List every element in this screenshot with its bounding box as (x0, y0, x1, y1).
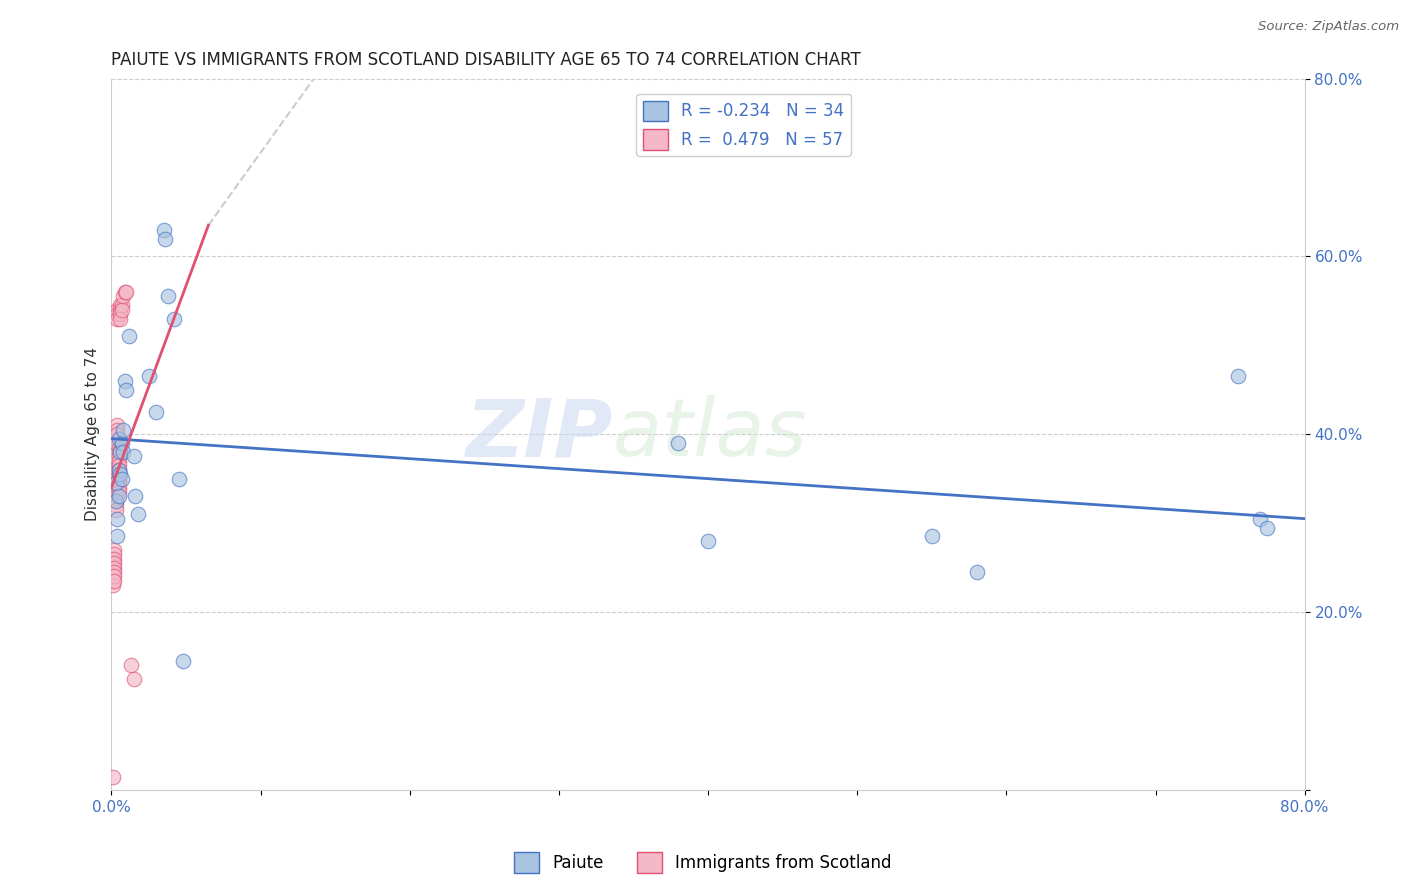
Point (111, 472, 134, 486)
Text: Source: ZipAtlas.com: Source: ZipAtlas.com (1258, 20, 1399, 33)
Point (101, 574, 124, 588)
Point (115, 285, 138, 299)
Point (110, 298, 132, 312)
Point (111, 298, 134, 312)
Point (921, 529, 943, 543)
Point (108, 432, 131, 446)
Point (101, 565, 124, 579)
Point (108, 463, 131, 477)
Point (101, 551, 124, 566)
Y-axis label: Disability Age 65 to 74: Disability Age 65 to 74 (86, 347, 100, 521)
Point (103, 574, 125, 588)
Point (152, 223, 174, 237)
Point (118, 329, 141, 343)
Point (103, 463, 125, 477)
Point (104, 481, 127, 495)
Point (108, 441, 131, 455)
Point (115, 383, 138, 397)
Point (103, 565, 125, 579)
Point (157, 289, 180, 303)
Point (697, 533, 720, 548)
Point (103, 467, 125, 482)
Point (108, 467, 131, 482)
Point (114, 285, 136, 299)
Point (1226, 369, 1249, 384)
Point (104, 485, 127, 500)
Point (101, 770, 124, 784)
Point (108, 472, 131, 486)
Point (105, 423, 128, 437)
Point (105, 427, 128, 442)
Point (104, 494, 127, 508)
Point (103, 569, 125, 583)
Point (104, 490, 127, 504)
Point (105, 311, 128, 326)
Point (104, 472, 127, 486)
Legend: Paiute, Immigrants from Scotland: Paiute, Immigrants from Scotland (508, 846, 898, 880)
Point (112, 423, 135, 437)
Point (110, 302, 132, 317)
Point (122, 672, 145, 686)
Point (101, 560, 124, 574)
Point (101, 556, 124, 570)
Point (167, 472, 190, 486)
Point (108, 450, 131, 464)
Point (145, 405, 167, 419)
Point (112, 445, 135, 459)
Point (104, 476, 127, 491)
Point (108, 445, 131, 459)
Point (153, 231, 176, 245)
Point (163, 311, 186, 326)
Point (110, 307, 132, 321)
Point (111, 436, 134, 450)
Point (966, 565, 988, 579)
Point (108, 476, 131, 491)
Point (110, 467, 132, 482)
Point (110, 311, 132, 326)
Point (108, 485, 131, 500)
Point (127, 507, 149, 521)
Point (1249, 511, 1271, 525)
Point (103, 547, 125, 561)
Point (666, 436, 689, 450)
Point (101, 569, 124, 583)
Point (108, 490, 131, 504)
Point (103, 551, 125, 566)
Point (103, 556, 125, 570)
Legend: R = -0.234   N = 34, R =  0.479   N = 57: R = -0.234 N = 34, R = 0.479 N = 57 (637, 94, 851, 156)
Point (114, 374, 136, 388)
Point (104, 436, 127, 450)
Point (101, 578, 124, 592)
Point (103, 560, 125, 574)
Text: atlas: atlas (613, 395, 807, 473)
Point (104, 499, 127, 513)
Point (105, 418, 128, 433)
Point (103, 542, 125, 557)
Point (104, 494, 127, 508)
Point (172, 654, 194, 668)
Point (124, 490, 146, 504)
Point (111, 302, 134, 317)
Point (108, 454, 131, 468)
Point (120, 658, 142, 673)
Point (105, 302, 128, 317)
Point (1256, 520, 1278, 534)
Point (112, 289, 135, 303)
Point (108, 481, 131, 495)
Point (105, 529, 128, 543)
Point (108, 463, 131, 477)
Point (122, 450, 145, 464)
Point (105, 307, 128, 321)
Text: PAIUTE VS IMMIGRANTS FROM SCOTLAND DISABILITY AGE 65 TO 74 CORRELATION CHART: PAIUTE VS IMMIGRANTS FROM SCOTLAND DISAB… (111, 51, 860, 69)
Point (138, 369, 160, 384)
Point (108, 458, 131, 473)
Point (104, 502, 127, 516)
Point (104, 427, 127, 442)
Point (104, 432, 127, 446)
Point (104, 476, 127, 491)
Point (105, 511, 128, 525)
Text: ZIP: ZIP (465, 395, 613, 473)
Point (110, 445, 132, 459)
